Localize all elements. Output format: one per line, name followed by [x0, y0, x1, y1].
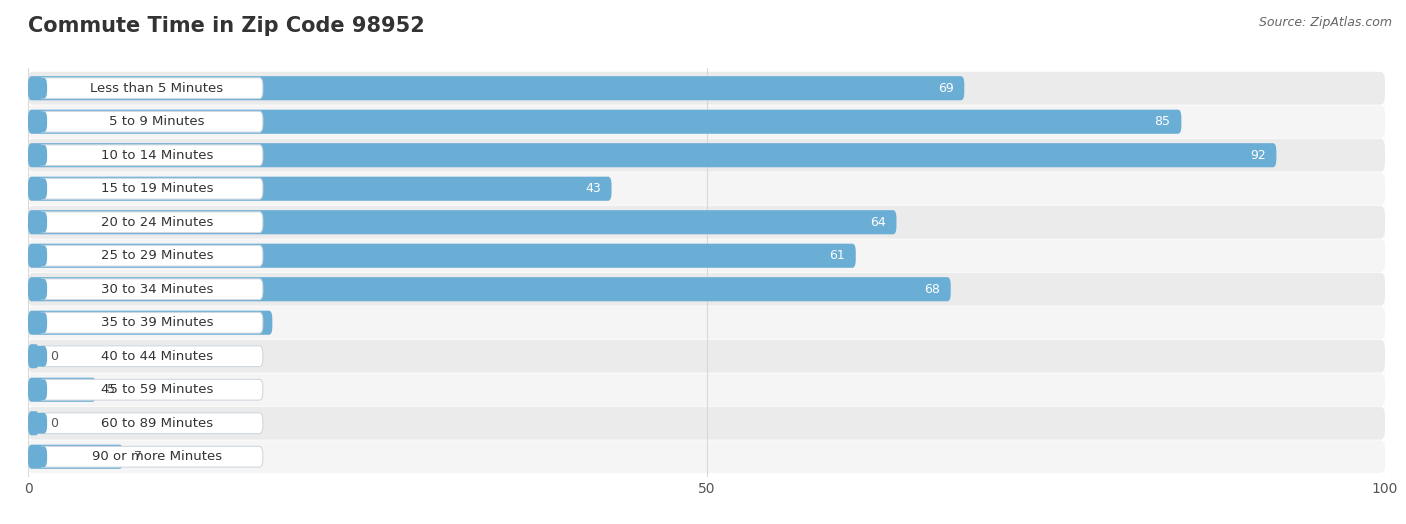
FancyBboxPatch shape: [28, 413, 48, 434]
FancyBboxPatch shape: [28, 407, 1385, 440]
FancyBboxPatch shape: [28, 312, 48, 333]
FancyBboxPatch shape: [28, 311, 273, 335]
FancyBboxPatch shape: [28, 78, 48, 99]
Text: 92: 92: [1250, 149, 1265, 162]
Text: Source: ZipAtlas.com: Source: ZipAtlas.com: [1258, 16, 1392, 29]
FancyBboxPatch shape: [28, 145, 48, 166]
Text: 69: 69: [938, 82, 953, 95]
FancyBboxPatch shape: [39, 78, 263, 99]
FancyBboxPatch shape: [28, 111, 48, 132]
FancyBboxPatch shape: [28, 178, 48, 199]
FancyBboxPatch shape: [28, 445, 124, 469]
Text: 18: 18: [246, 316, 262, 329]
FancyBboxPatch shape: [28, 245, 48, 266]
FancyBboxPatch shape: [39, 312, 263, 333]
Text: 7: 7: [134, 450, 142, 463]
FancyBboxPatch shape: [39, 446, 263, 467]
FancyBboxPatch shape: [39, 413, 263, 434]
FancyBboxPatch shape: [28, 279, 48, 300]
FancyBboxPatch shape: [39, 111, 263, 132]
FancyBboxPatch shape: [39, 379, 263, 400]
Text: 61: 61: [830, 249, 845, 262]
FancyBboxPatch shape: [28, 105, 1385, 138]
FancyBboxPatch shape: [28, 446, 48, 467]
Text: 0: 0: [49, 350, 58, 363]
FancyBboxPatch shape: [28, 239, 1385, 272]
Text: 5 to 9 Minutes: 5 to 9 Minutes: [110, 115, 205, 128]
FancyBboxPatch shape: [28, 340, 1385, 373]
FancyBboxPatch shape: [28, 378, 96, 402]
FancyBboxPatch shape: [28, 440, 1385, 473]
FancyBboxPatch shape: [28, 307, 1385, 339]
FancyBboxPatch shape: [39, 279, 263, 300]
FancyBboxPatch shape: [39, 245, 263, 266]
Text: 35 to 39 Minutes: 35 to 39 Minutes: [101, 316, 214, 329]
Text: Less than 5 Minutes: Less than 5 Minutes: [90, 82, 224, 95]
FancyBboxPatch shape: [28, 379, 48, 400]
FancyBboxPatch shape: [28, 212, 48, 233]
FancyBboxPatch shape: [28, 277, 950, 301]
FancyBboxPatch shape: [28, 72, 1385, 105]
Text: Commute Time in Zip Code 98952: Commute Time in Zip Code 98952: [28, 16, 425, 36]
Text: 90 or more Minutes: 90 or more Minutes: [91, 450, 222, 463]
Text: 20 to 24 Minutes: 20 to 24 Minutes: [101, 216, 214, 229]
FancyBboxPatch shape: [28, 206, 1385, 238]
Text: 30 to 34 Minutes: 30 to 34 Minutes: [101, 283, 214, 296]
FancyBboxPatch shape: [28, 210, 897, 234]
FancyBboxPatch shape: [28, 177, 612, 201]
Text: 15 to 19 Minutes: 15 to 19 Minutes: [101, 182, 214, 195]
FancyBboxPatch shape: [28, 273, 1385, 305]
Text: 85: 85: [1154, 115, 1171, 128]
FancyBboxPatch shape: [39, 178, 263, 199]
FancyBboxPatch shape: [39, 212, 263, 233]
Text: 10 to 14 Minutes: 10 to 14 Minutes: [101, 149, 214, 162]
FancyBboxPatch shape: [28, 344, 39, 368]
FancyBboxPatch shape: [28, 139, 1385, 172]
FancyBboxPatch shape: [28, 143, 1277, 167]
Text: 68: 68: [924, 283, 939, 296]
FancyBboxPatch shape: [28, 76, 965, 100]
Text: 5: 5: [107, 383, 115, 396]
Text: 64: 64: [870, 216, 886, 229]
Text: 25 to 29 Minutes: 25 to 29 Minutes: [101, 249, 214, 262]
Text: 40 to 44 Minutes: 40 to 44 Minutes: [101, 350, 214, 363]
Text: 43: 43: [585, 182, 600, 195]
FancyBboxPatch shape: [28, 244, 856, 268]
FancyBboxPatch shape: [28, 411, 39, 435]
FancyBboxPatch shape: [39, 145, 263, 166]
FancyBboxPatch shape: [28, 110, 1181, 134]
Text: 45 to 59 Minutes: 45 to 59 Minutes: [101, 383, 214, 396]
Text: 60 to 89 Minutes: 60 to 89 Minutes: [101, 417, 214, 430]
FancyBboxPatch shape: [28, 373, 1385, 406]
FancyBboxPatch shape: [39, 346, 263, 367]
Text: 0: 0: [49, 417, 58, 430]
FancyBboxPatch shape: [28, 346, 48, 367]
FancyBboxPatch shape: [28, 172, 1385, 205]
